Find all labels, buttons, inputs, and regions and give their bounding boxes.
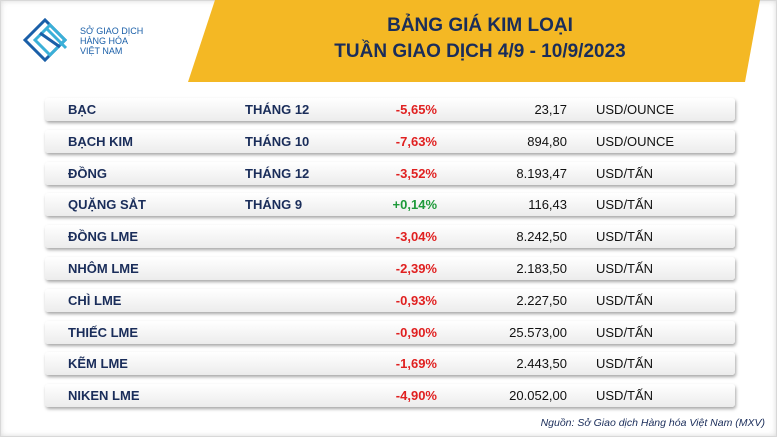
metal-name: CHÌ LME — [68, 292, 122, 308]
unit: USD/OUNCE — [596, 102, 675, 117]
price: 25.573,00 — [509, 324, 567, 340]
change: -4,90% — [395, 388, 437, 404]
unit: USD/TẤN — [596, 261, 654, 276]
table-row: CHÌ LME -0,93% 2.227,50 USD/TẤN — [45, 288, 735, 312]
banner — [22, 0, 760, 82]
metal-name: BẠCH KIM — [68, 133, 133, 149]
table-row: ĐỒNG THÁNG 12 -3,52% 8.193,47 USD/TẤN — [45, 161, 735, 185]
metal-name: ĐỒNG LME — [68, 229, 139, 245]
price: 8.193,47 — [516, 165, 567, 181]
metal-name: NHÔM LME — [68, 261, 139, 276]
title: BẢNG GIÁ KIM LOẠI — [387, 15, 573, 36]
table-row: NIKEN LME -4,90% 20.052,00 USD/TẤN — [45, 384, 735, 408]
table-row: KẼM LME -1,69% 2.443,50 USD/TẤN — [45, 352, 735, 376]
contract-month: THÁNG 12 — [245, 165, 310, 181]
price: 2.227,50 — [516, 292, 567, 308]
contract-month: THÁNG 9 — [245, 197, 303, 213]
unit: USD/TẤN — [596, 388, 654, 404]
unit: USD/TẤN — [596, 292, 654, 308]
price: 23,17 — [534, 102, 567, 117]
change: -2,39% — [395, 261, 437, 276]
contract-month: THÁNG 12 — [245, 102, 310, 117]
metal-name: THIẾC LME — [68, 324, 139, 340]
metal-name: KẼM LME — [68, 356, 128, 372]
unit: USD/TẤN — [596, 229, 654, 245]
table-row: ĐỒNG LME -3,04% 8.242,50 USD/TẤN — [45, 225, 735, 249]
unit: USD/TẤN — [596, 356, 654, 372]
logo-text: HÀNG HÓA — [80, 36, 129, 46]
unit: USD/OUNCE — [596, 133, 675, 149]
subtitle: TUẦN GIAO DỊCH 4/9 - 10/9/2023 — [334, 41, 626, 62]
logo-text: SỞ GIAO DỊCH — [80, 26, 144, 36]
unit: USD/TẤN — [596, 165, 654, 181]
metal-name: BẠC — [68, 102, 97, 117]
change: -0,90% — [395, 324, 437, 340]
price: 116,43 — [528, 197, 567, 213]
table-row: BẠC THÁNG 12 -5,65% 23,17 USD/OUNCE — [45, 98, 735, 121]
logo-text: VIỆT NAM — [80, 46, 123, 56]
change: +0,14% — [392, 197, 437, 213]
table-row: NHÔM LME -2,39% 2.183,50 USD/TẤN — [45, 257, 735, 280]
table-row: QUẶNG SẮT THÁNG 9 +0,14% 116,43 USD/TẤN — [45, 193, 735, 217]
source: Nguồn: Sở Giao dịch Hàng hóa Việt Nam (M… — [540, 417, 765, 429]
table-row: BẠCH KIM THÁNG 10 -7,63% 894,80 USD/OUNCE — [45, 129, 735, 153]
table-row: THIẾC LME -0,90% 25.573,00 USD/TẤN — [45, 320, 735, 344]
change: -3,04% — [395, 229, 437, 245]
unit: USD/TẤN — [596, 324, 654, 340]
contract-month: THÁNG 10 — [245, 133, 310, 149]
price: 8.242,50 — [516, 229, 567, 245]
change: -3,52% — [395, 165, 437, 181]
metal-name: ĐỒNG — [68, 165, 107, 181]
change: -1,69% — [395, 356, 437, 372]
price: 2.443,50 — [516, 356, 567, 372]
change: -5,65% — [395, 102, 437, 117]
unit: USD/TẤN — [596, 197, 654, 213]
change: -0,93% — [395, 292, 437, 308]
metal-name: NIKEN LME — [68, 388, 140, 404]
price: 2.183,50 — [516, 261, 567, 276]
price: 20.052,00 — [509, 388, 567, 404]
metal-name: QUẶNG SẮT — [68, 197, 146, 213]
logo-icon — [22, 17, 68, 63]
price: 894,80 — [527, 133, 567, 149]
change: -7,63% — [395, 133, 437, 149]
title-band — [188, 0, 760, 82]
